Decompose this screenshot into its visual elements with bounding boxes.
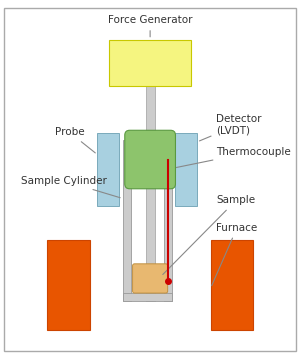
Bar [211,241,253,330]
Bar [146,77,155,301]
Bar [97,133,119,206]
Bar [109,39,191,87]
Bar [176,133,197,206]
Bar [123,140,131,301]
Text: Detector
(LVDT): Detector (LVDT) [200,114,262,141]
Bar [123,293,172,301]
Bar [47,241,90,330]
Text: Force Generator: Force Generator [108,15,192,37]
FancyBboxPatch shape [125,130,176,189]
Text: Thermocouple: Thermocouple [170,147,291,169]
FancyBboxPatch shape [132,264,168,293]
Text: Furnace: Furnace [212,223,258,286]
Text: Sample: Sample [163,195,256,275]
Text: Probe: Probe [55,127,95,153]
Bar [164,140,172,301]
Text: Sample Cylinder: Sample Cylinder [22,176,120,198]
